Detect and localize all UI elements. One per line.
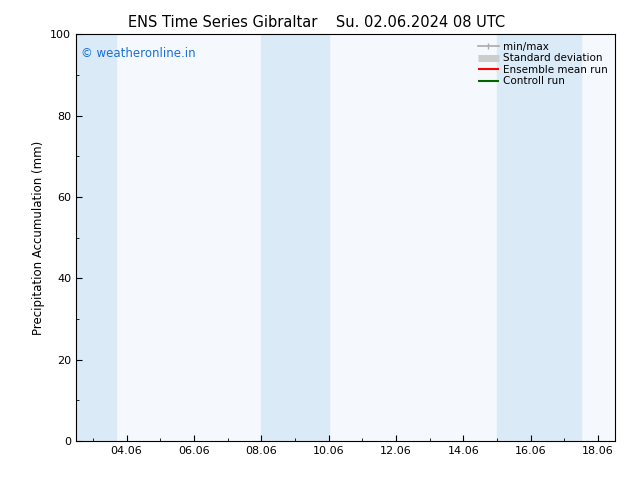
Text: © weatheronline.in: © weatheronline.in <box>81 47 196 59</box>
Y-axis label: Precipitation Accumulation (mm): Precipitation Accumulation (mm) <box>32 141 44 335</box>
Bar <box>261 34 328 441</box>
Legend: min/max, Standard deviation, Ensemble mean run, Controll run: min/max, Standard deviation, Ensemble me… <box>476 40 610 88</box>
Text: ENS Time Series Gibraltar    Su. 02.06.2024 08 UTC: ENS Time Series Gibraltar Su. 02.06.2024… <box>129 15 505 30</box>
Bar <box>76 34 117 441</box>
Bar <box>497 34 581 441</box>
